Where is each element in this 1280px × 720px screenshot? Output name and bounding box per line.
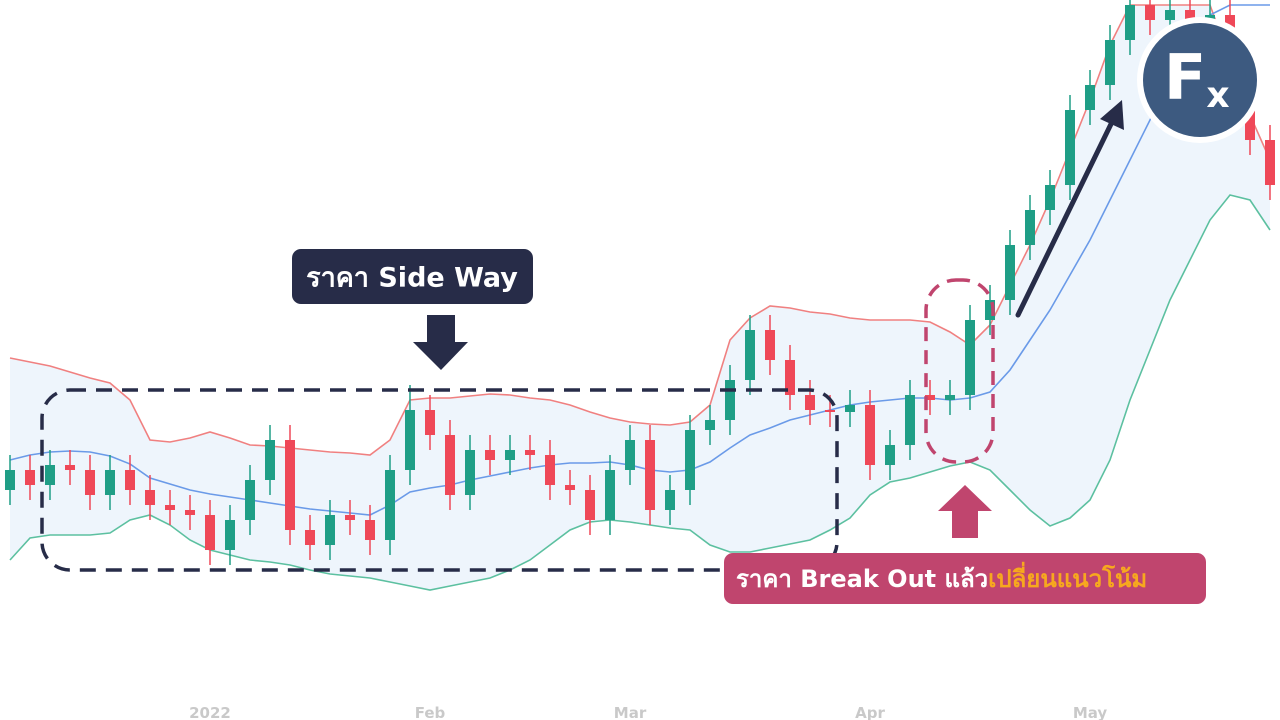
candle-body [485, 450, 495, 460]
candle-body [645, 440, 655, 510]
band-line [9, 194, 1271, 591]
candle-body [825, 410, 835, 412]
candle-body [25, 470, 35, 485]
candle-body [65, 465, 75, 470]
candle-body [1045, 185, 1055, 210]
candle-body [1105, 40, 1115, 85]
candle-body [565, 485, 575, 490]
candle-body [965, 320, 975, 395]
band-line [9, 4, 1270, 516]
candle-body [45, 465, 55, 485]
candle-body [325, 515, 335, 545]
candle-body [285, 440, 295, 530]
candle-body [305, 530, 315, 545]
logo-x: x [1206, 75, 1229, 116]
candle-body [125, 470, 135, 490]
candle-body [765, 330, 775, 360]
logo-f: F [1164, 41, 1206, 114]
down-arrow [413, 315, 468, 370]
candle-body [1125, 5, 1135, 40]
candle-body [5, 470, 15, 490]
candle-body [365, 520, 375, 540]
band-line [9, 4, 1271, 456]
candle-body [85, 470, 95, 495]
candle-body [245, 480, 255, 520]
candle-body [1085, 85, 1095, 110]
breakout-label-box [724, 553, 1206, 604]
trend-arrow [1015, 119, 1115, 318]
candle-body [1145, 5, 1155, 20]
candle-body [745, 330, 755, 380]
candle-body [545, 455, 555, 485]
candle-body [1265, 140, 1275, 185]
candle-body [1005, 245, 1015, 300]
plot-area: 2022 Feb Mar Apr May [5, 0, 1275, 720]
breakout-highlight: เปลี่ยนแนวโน้ม [988, 561, 1147, 593]
candle-body [985, 300, 995, 320]
candle-body [165, 505, 175, 510]
candle-body [1065, 110, 1075, 185]
sideway-label-box [292, 249, 533, 304]
sideway-label: ราคา Side Way [306, 263, 518, 294]
x-tick-label: 2022 [189, 704, 231, 720]
x-tick-label: May [1073, 704, 1108, 720]
candle-body [685, 430, 695, 490]
candle-body [805, 395, 815, 410]
candle-body [585, 490, 595, 520]
up-arrow [938, 485, 992, 538]
logo [1143, 23, 1257, 137]
candle-body [665, 490, 675, 510]
band-fill [10, 5, 1270, 590]
breakout-text: ราคา Break Out แล้ว [736, 565, 988, 593]
candle-body [865, 405, 875, 465]
candle-body [445, 435, 455, 495]
candle-body [705, 420, 715, 430]
candle-body [945, 395, 955, 400]
candle-body [425, 410, 435, 435]
breakout-label: ราคา Break Out แล้วเปลี่ยนแนวโน้ม [736, 561, 1147, 593]
candle-body [465, 450, 475, 495]
candle-body [1025, 210, 1035, 245]
candle-body [845, 405, 855, 412]
candle-body [905, 395, 915, 445]
candle-body [405, 410, 415, 470]
x-tick-label: Mar [614, 704, 647, 720]
candle-body [625, 440, 635, 470]
annotations: ราคา Side Way ราคา Break Out แล้วเปลี่ยน… [40, 17, 1263, 604]
candle-body [885, 445, 895, 465]
sideway-box [40, 388, 839, 572]
candle-body [225, 520, 235, 550]
candle-body [185, 510, 195, 515]
candle-body [925, 395, 935, 400]
trend-arrow-head [1100, 100, 1124, 130]
candle-body [605, 470, 615, 520]
candle-body [525, 450, 535, 455]
candle-body [205, 515, 215, 550]
candle-body [145, 490, 155, 505]
candle-body [725, 380, 735, 420]
x-tick-label: Feb [415, 704, 446, 720]
candle-body [785, 360, 795, 395]
candle-body [345, 515, 355, 520]
candle-body [1165, 10, 1175, 20]
candle-body [505, 450, 515, 460]
x-tick-label: Apr [855, 704, 885, 720]
breakout-box [924, 278, 995, 464]
candle-body [105, 470, 115, 495]
candle-body [385, 470, 395, 540]
candle-body [265, 440, 275, 480]
